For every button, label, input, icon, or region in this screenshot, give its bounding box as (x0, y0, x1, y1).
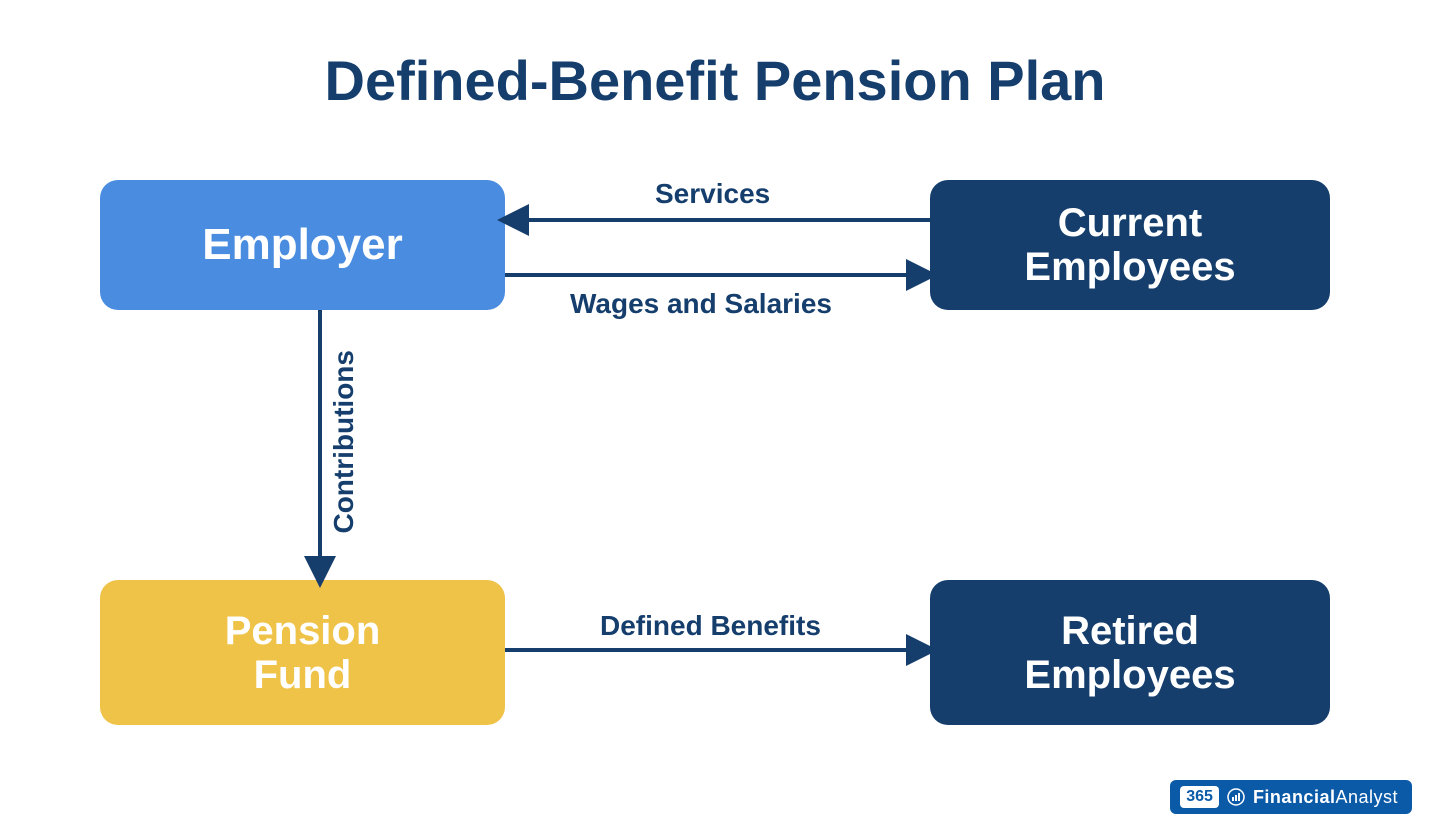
node-pension-fund: PensionFund (100, 580, 505, 725)
edge-label-wages: Wages and Salaries (570, 288, 832, 320)
watermark-text-light: Analyst (1335, 787, 1398, 807)
watermark: 365 FinancialAnalyst (1170, 780, 1412, 814)
page-title: Defined-Benefit Pension Plan (0, 48, 1430, 113)
edge-label-services: Services (655, 178, 770, 210)
edge-label-contributions: Contributions (328, 350, 360, 534)
node-current-employees: CurrentEmployees (930, 180, 1330, 310)
chart-icon (1227, 788, 1245, 806)
node-retired-employees: RetiredEmployees (930, 580, 1330, 725)
node-retired-employees-label: RetiredEmployees (1024, 609, 1235, 697)
edge-label-defined-benefits: Defined Benefits (600, 610, 821, 642)
node-employer-label: Employer (202, 221, 403, 269)
watermark-text-bold: Financial (1253, 787, 1336, 807)
watermark-365: 365 (1180, 786, 1219, 808)
watermark-text: FinancialAnalyst (1253, 787, 1398, 808)
node-employer: Employer (100, 180, 505, 310)
node-pension-fund-label: PensionFund (225, 609, 381, 697)
node-current-employees-label: CurrentEmployees (1024, 201, 1235, 289)
